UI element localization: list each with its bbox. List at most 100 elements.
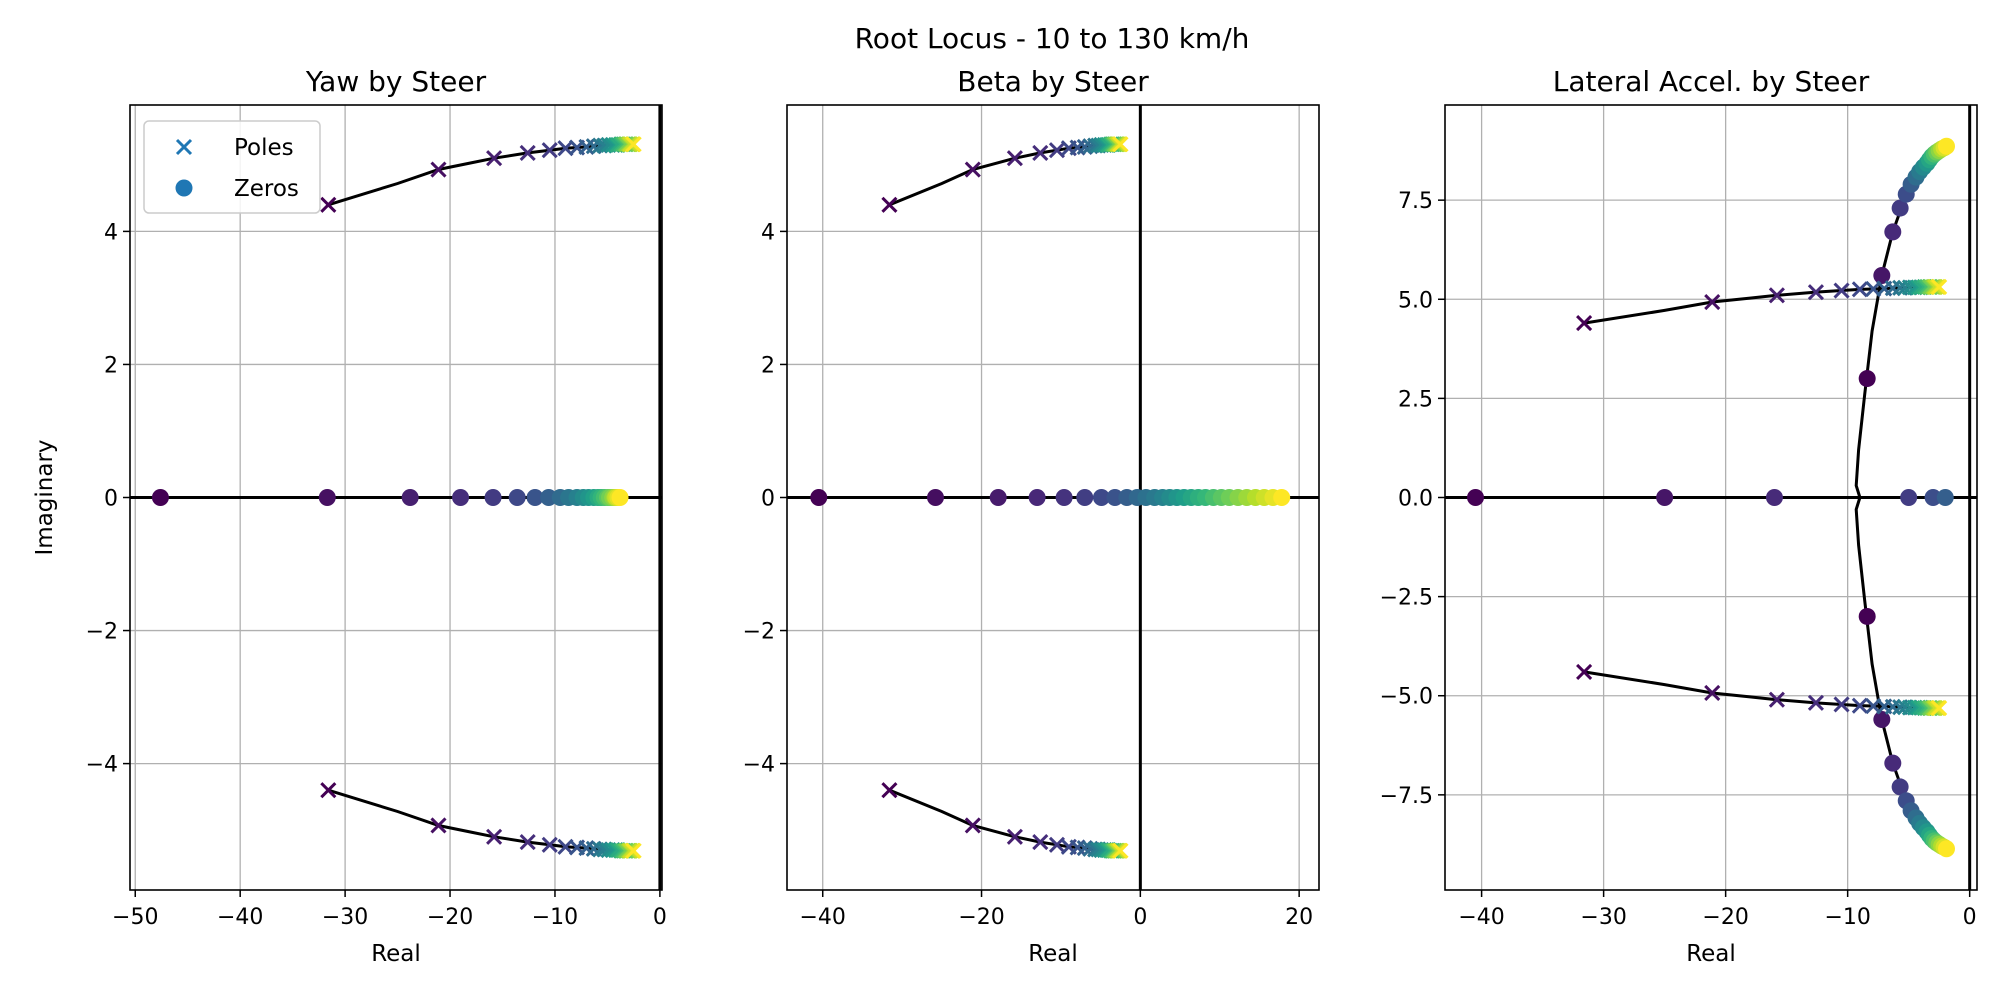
- pole-marker: [486, 828, 503, 845]
- pole-marker: [964, 817, 981, 834]
- zero-marker: [1884, 223, 1902, 241]
- zero-marker: [1467, 489, 1485, 506]
- zero-marker: [1891, 199, 1909, 217]
- pole-marker: [541, 142, 558, 159]
- x-tick-label: −50: [112, 905, 158, 930]
- zero-marker: [1884, 754, 1902, 772]
- y-tick-label: −4: [86, 753, 118, 778]
- pole-marker: [1032, 144, 1049, 161]
- pole-marker: [1768, 287, 1785, 304]
- pole-marker: [486, 150, 503, 167]
- pole-marker: [1112, 842, 1129, 859]
- locus-line: [1583, 285, 1940, 325]
- zero-marker: [508, 489, 526, 506]
- subplot-title: Beta by Steer: [957, 65, 1149, 98]
- y-tick-label: −7.5: [1380, 784, 1433, 809]
- y-tick-label: 2: [761, 353, 775, 378]
- x-axis-label: Real: [1686, 941, 1736, 967]
- y-tick-label: 0: [761, 487, 775, 512]
- y-tick-label: 5.0: [1398, 288, 1433, 313]
- pole-marker: [519, 144, 536, 161]
- zero-marker: [151, 489, 169, 506]
- pole-marker: [964, 161, 981, 178]
- x-tick-label: −20: [427, 905, 473, 930]
- y-tick-label: −2.5: [1380, 586, 1433, 611]
- pole-marker: [1576, 314, 1593, 332]
- y-tick-label: 4: [761, 220, 775, 245]
- pole-marker: [1931, 699, 1948, 717]
- x-tick-label: 0: [1963, 905, 1977, 930]
- pole-marker: [541, 836, 558, 853]
- legend-label-zeros: Zeros: [234, 176, 299, 202]
- pole-marker: [1833, 282, 1850, 299]
- zero-marker: [1858, 370, 1876, 388]
- zero-marker: [1656, 489, 1674, 506]
- zero-marker: [1873, 711, 1891, 729]
- locus-line: [888, 142, 1121, 207]
- zero-marker: [1900, 489, 1918, 506]
- y-tick-label: 0.0: [1398, 487, 1433, 512]
- pole-marker: [1807, 284, 1825, 301]
- locus-line: [888, 788, 1121, 853]
- legend-label-poles: Poles: [234, 135, 294, 161]
- pole-marker: [1807, 694, 1825, 711]
- y-tick-label: 0: [104, 487, 118, 512]
- y-tick-label: 2: [104, 353, 118, 378]
- x-tick-label: 0: [653, 905, 667, 930]
- zero-marker: [1028, 489, 1046, 506]
- zero-marker: [1765, 489, 1783, 506]
- y-tick-label: −4: [743, 753, 775, 778]
- pole-marker: [1851, 281, 1868, 298]
- zero-marker: [318, 489, 336, 506]
- zero-marker: [1891, 778, 1909, 796]
- x-tick-label: −40: [217, 905, 263, 930]
- x-tick-label: −30: [322, 905, 368, 930]
- x-tick-label: −40: [1458, 905, 1504, 930]
- zero-marker: [484, 489, 502, 506]
- subplot-title: Yaw by Steer: [305, 65, 487, 98]
- pole-marker: [1851, 697, 1868, 714]
- zero-marker: [1937, 840, 1955, 858]
- zero-marker: [1858, 607, 1876, 625]
- y-tick-label: 7.5: [1398, 189, 1433, 214]
- zero-marker: [1076, 489, 1094, 506]
- x-tick-label: −10: [532, 905, 578, 930]
- pole-marker: [430, 161, 447, 178]
- pole-marker: [1931, 278, 1948, 296]
- zero-marker: [1055, 489, 1073, 506]
- zero-marker: [1924, 489, 1942, 506]
- zero-marker: [1873, 266, 1891, 284]
- x-tick-label: −20: [958, 905, 1004, 930]
- pole-marker: [1112, 136, 1129, 153]
- zero-marker: [401, 489, 419, 506]
- pole-marker: [1768, 691, 1785, 708]
- zero-marker: [1273, 489, 1291, 506]
- pole-marker: [625, 842, 642, 859]
- x-axis-label: Real: [371, 941, 421, 967]
- subplot-title: Lateral Accel. by Steer: [1553, 65, 1870, 98]
- locus-line: [1583, 670, 1940, 710]
- x-tick-label: 20: [1285, 905, 1313, 930]
- y-axis-label: Imaginary: [32, 439, 58, 555]
- pole-marker: [1927, 278, 1944, 296]
- figure-suptitle: Root Locus - 10 to 130 km/h: [855, 22, 1250, 55]
- zero-marker: [452, 489, 470, 506]
- x-tick-label: −20: [1702, 905, 1748, 930]
- zero-marker: [611, 489, 629, 506]
- zero-marker: [1092, 489, 1110, 506]
- pole-marker: [320, 782, 337, 799]
- x-tick-label: 0: [1133, 905, 1147, 930]
- zero-marker: [810, 489, 828, 506]
- pole-marker: [881, 782, 898, 799]
- legend-pole-marker: [175, 138, 193, 156]
- y-tick-label: −5.0: [1380, 685, 1433, 710]
- y-tick-label: 2.5: [1398, 387, 1433, 412]
- pole-marker: [625, 136, 642, 153]
- pole-marker: [1006, 150, 1023, 167]
- pole-marker: [519, 834, 536, 851]
- legend-zero-marker: [175, 179, 193, 197]
- y-tick-label: 4: [104, 220, 118, 245]
- zero-marker: [1936, 489, 1954, 506]
